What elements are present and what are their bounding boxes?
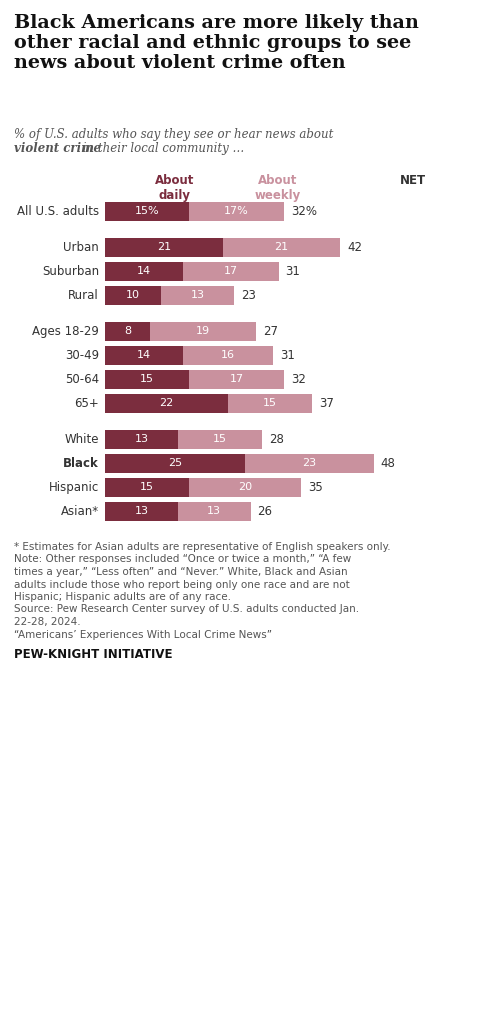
Bar	[189, 370, 284, 389]
Text: in their local community …: in their local community …	[79, 142, 244, 155]
Bar	[183, 346, 273, 365]
Text: Source: Pew Research Center survey of U.S. adults conducted Jan.: Source: Pew Research Center survey of U.…	[14, 605, 359, 615]
Bar	[105, 202, 189, 221]
Bar	[105, 346, 183, 365]
Text: * Estimates for Asian adults are representative of English speakers only.: * Estimates for Asian adults are represe…	[14, 542, 390, 552]
Text: 15: 15	[140, 374, 154, 385]
Bar	[105, 502, 178, 521]
Text: 17: 17	[229, 374, 243, 385]
Text: “Americans’ Experiences With Local Crime News”: “Americans’ Experiences With Local Crime…	[14, 629, 271, 639]
Text: 32%: 32%	[290, 205, 316, 218]
Text: times a year,” “Less often” and “Never.” White, Black and Asian: times a year,” “Less often” and “Never.”…	[14, 567, 347, 577]
Text: 31: 31	[279, 349, 294, 362]
Text: 22-28, 2024.: 22-28, 2024.	[14, 617, 81, 627]
Text: 13: 13	[190, 291, 204, 301]
Text: Suburban: Suburban	[42, 265, 99, 278]
Text: 26: 26	[257, 505, 272, 518]
Text: 8: 8	[123, 326, 131, 337]
Text: PEW-KNIGHT INITIATIVE: PEW-KNIGHT INITIATIVE	[14, 648, 172, 661]
Text: 25: 25	[168, 458, 182, 469]
Text: All U.S. adults: All U.S. adults	[17, 205, 99, 218]
Text: 17: 17	[224, 267, 238, 276]
Text: 32: 32	[290, 373, 305, 386]
Text: 35: 35	[307, 481, 322, 494]
Text: Ages 18-29: Ages 18-29	[32, 325, 99, 338]
Bar	[189, 478, 300, 497]
Text: Urban: Urban	[63, 241, 99, 254]
Text: Hispanic; Hispanic adults are of any race.: Hispanic; Hispanic adults are of any rac…	[14, 592, 230, 602]
Text: 13: 13	[207, 506, 221, 517]
Text: 15: 15	[140, 483, 154, 492]
Text: 30-49: 30-49	[65, 349, 99, 362]
Text: 15: 15	[263, 399, 276, 408]
Bar	[105, 478, 189, 497]
Text: 15: 15	[212, 435, 227, 445]
Text: 21: 21	[156, 242, 170, 253]
Text: 20: 20	[238, 483, 252, 492]
Text: 14: 14	[137, 351, 151, 360]
Bar	[105, 286, 161, 305]
Text: 14: 14	[137, 267, 151, 276]
Bar	[161, 286, 233, 305]
Bar	[149, 322, 256, 341]
Bar	[228, 394, 312, 413]
Text: Black Americans are more likely than
other racial and ethnic groups to see
news : Black Americans are more likely than oth…	[14, 14, 418, 73]
Text: Note: Other responses included “Once or twice a month,” “A few: Note: Other responses included “Once or …	[14, 554, 350, 565]
Text: 22: 22	[159, 399, 173, 408]
Text: 28: 28	[268, 433, 283, 446]
Text: violent crime: violent crime	[14, 142, 101, 155]
Text: 27: 27	[263, 325, 277, 338]
Bar	[105, 370, 189, 389]
Text: Rural: Rural	[68, 290, 99, 302]
Text: 48: 48	[380, 457, 395, 470]
Bar	[189, 202, 284, 221]
Text: 23: 23	[240, 290, 255, 302]
Text: 16: 16	[221, 351, 235, 360]
Text: 65+: 65+	[74, 397, 99, 410]
Text: % of U.S. adults who say they see or hear news about: % of U.S. adults who say they see or hea…	[14, 128, 333, 141]
Bar	[105, 394, 228, 413]
Text: Asian*: Asian*	[61, 505, 99, 518]
Text: 31: 31	[285, 265, 300, 278]
Bar	[178, 502, 250, 521]
Text: 13: 13	[134, 506, 148, 517]
Text: 19: 19	[195, 326, 210, 337]
Text: 23: 23	[302, 458, 316, 469]
Text: 10: 10	[126, 291, 140, 301]
Text: 37: 37	[319, 397, 334, 410]
Bar	[244, 454, 373, 473]
Bar	[178, 430, 261, 449]
Text: 50-64: 50-64	[65, 373, 99, 386]
Bar	[105, 262, 183, 281]
Text: White: White	[64, 433, 99, 446]
Bar	[105, 238, 222, 257]
Text: 21: 21	[274, 242, 288, 253]
Bar	[222, 238, 339, 257]
Text: adults include those who report being only one race and are not: adults include those who report being on…	[14, 579, 349, 589]
Bar	[105, 430, 178, 449]
Bar	[183, 262, 278, 281]
Text: 13: 13	[134, 435, 148, 445]
Text: 15%: 15%	[134, 207, 159, 217]
Text: About
weekly: About weekly	[254, 174, 300, 202]
Text: Hispanic: Hispanic	[48, 481, 99, 494]
Bar	[105, 454, 244, 473]
Text: Black: Black	[63, 457, 99, 470]
Bar	[105, 322, 149, 341]
Text: About
daily: About daily	[155, 174, 194, 202]
Text: 42: 42	[347, 241, 361, 254]
Text: 17%: 17%	[224, 207, 249, 217]
Text: NET: NET	[399, 174, 425, 187]
